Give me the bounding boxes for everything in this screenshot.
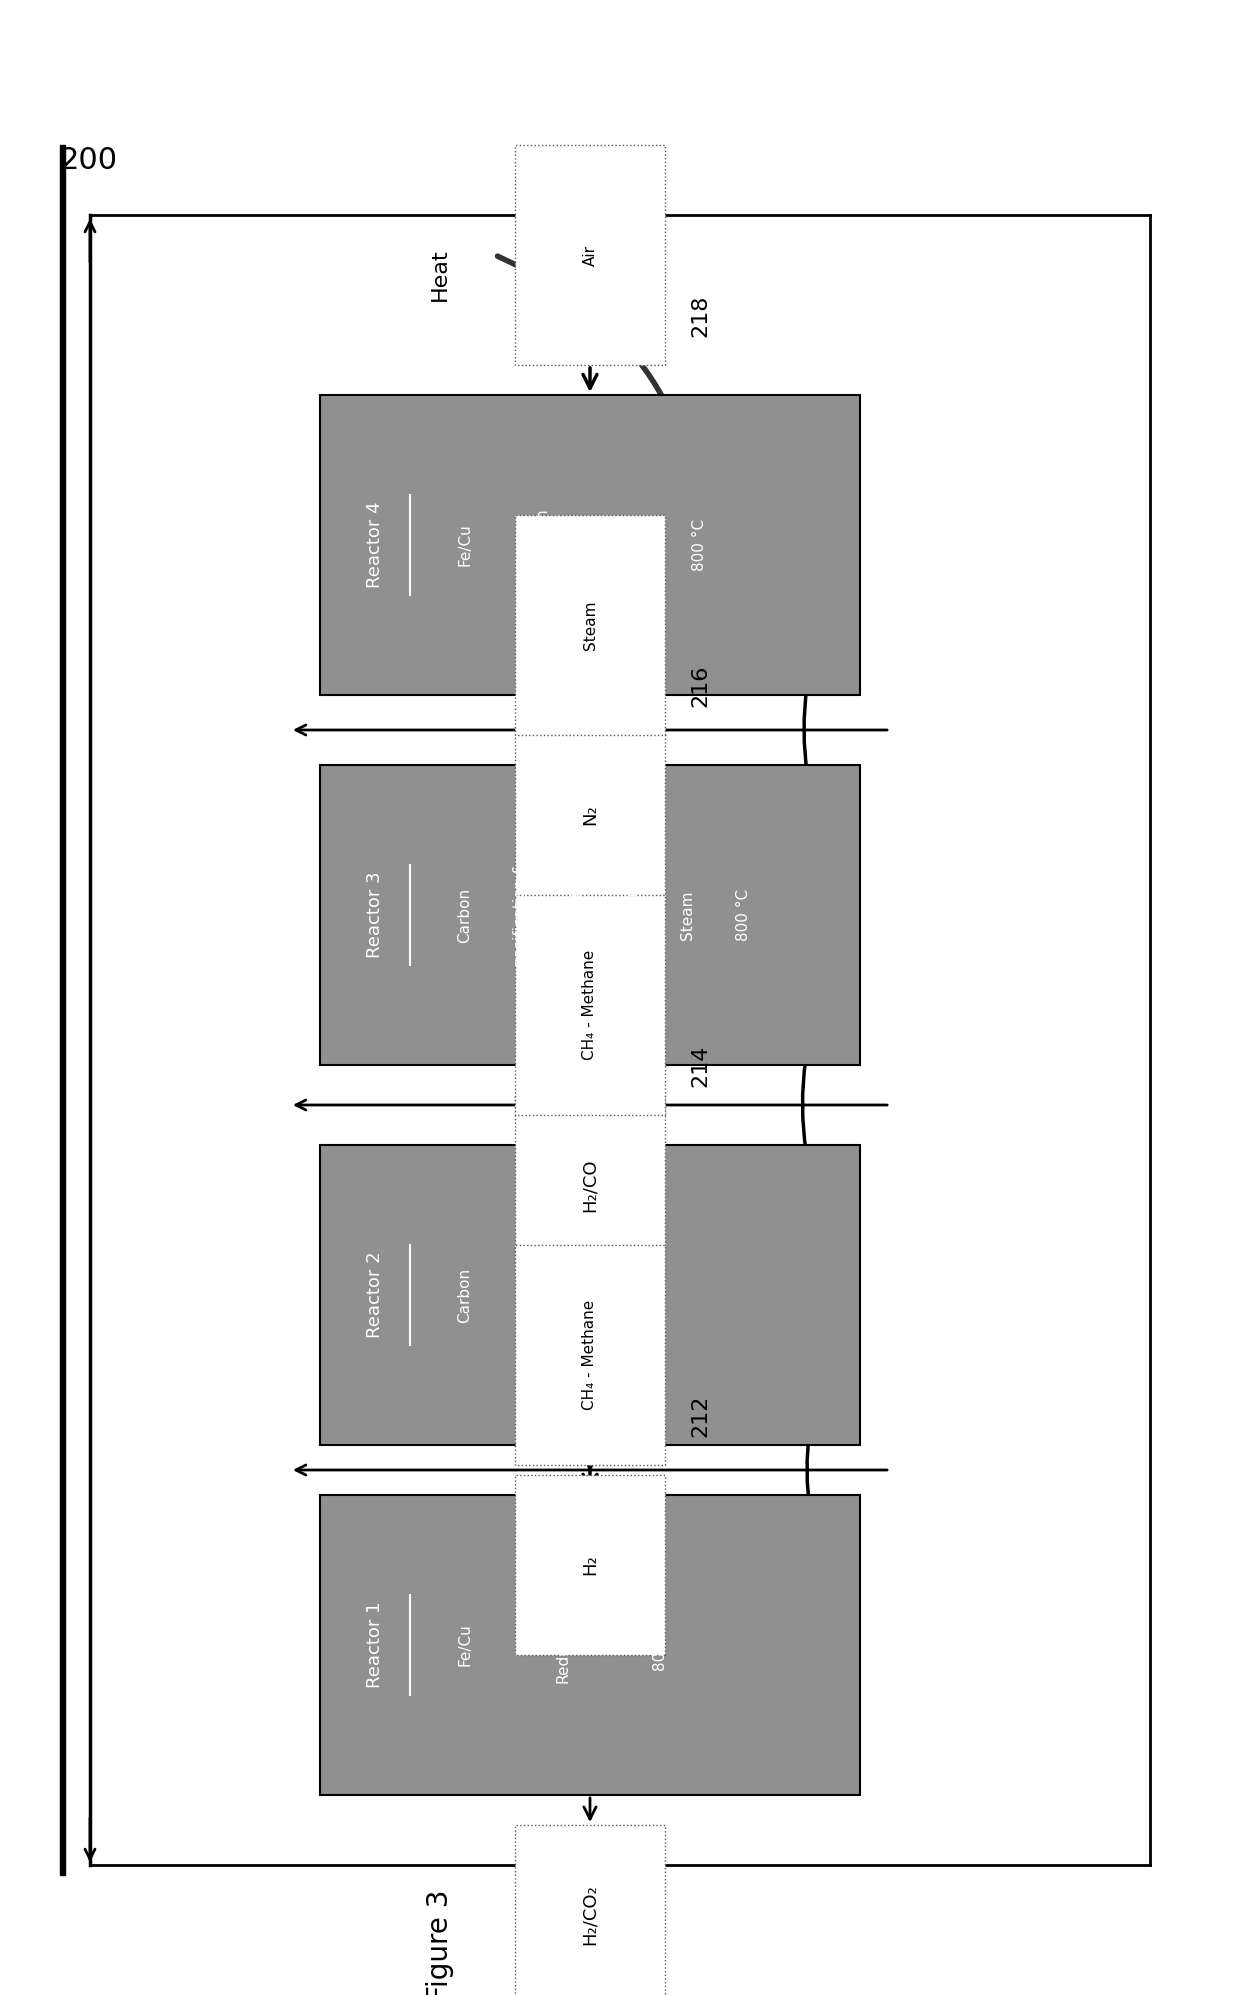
Text: gasification &: gasification & bbox=[513, 862, 528, 968]
Text: Fe/Cu: Fe/Cu bbox=[458, 1624, 472, 1666]
Text: 800 °C: 800 °C bbox=[692, 519, 707, 571]
Text: H₂/CO₂: H₂/CO₂ bbox=[582, 1885, 599, 1945]
Text: 800 °C: 800 °C bbox=[652, 1618, 667, 1672]
Text: Heat: Heat bbox=[430, 249, 450, 301]
Text: partial Fe/Cu: partial Fe/Cu bbox=[569, 866, 584, 964]
Text: 216: 216 bbox=[689, 664, 711, 708]
Text: H₂: H₂ bbox=[582, 1554, 599, 1576]
Text: Air: Air bbox=[583, 245, 598, 265]
Text: Oxidation via: Oxidation via bbox=[625, 864, 640, 966]
Text: H₂/CO: H₂/CO bbox=[582, 1159, 599, 1211]
Text: Steam: Steam bbox=[583, 600, 598, 650]
Text: 214: 214 bbox=[689, 1045, 711, 1087]
Text: CH₄ - Methane: CH₄ - Methane bbox=[583, 950, 598, 1059]
Text: 800 °C: 800 °C bbox=[652, 1269, 667, 1321]
Text: 218: 218 bbox=[689, 295, 711, 337]
Text: Reduction: Reduction bbox=[556, 1606, 570, 1684]
Text: Carbon: Carbon bbox=[458, 888, 472, 942]
Text: Reactor 1: Reactor 1 bbox=[366, 1602, 384, 1688]
Text: Carbon: Carbon bbox=[458, 1267, 472, 1323]
Text: Reactor 3: Reactor 3 bbox=[366, 872, 384, 958]
Text: Oxidation: Oxidation bbox=[536, 509, 551, 583]
Text: Steam: Steam bbox=[681, 890, 696, 940]
Text: 800 °C: 800 °C bbox=[737, 890, 751, 942]
Text: Reactor 4: Reactor 4 bbox=[366, 501, 384, 589]
Text: Reactor 2: Reactor 2 bbox=[366, 1251, 384, 1339]
Text: via Air: via Air bbox=[614, 521, 629, 569]
Text: N₂: N₂ bbox=[582, 804, 599, 826]
Text: Fe/Cu: Fe/Cu bbox=[458, 523, 472, 567]
Text: CH₄ - Methane: CH₄ - Methane bbox=[583, 1301, 598, 1410]
Text: 212: 212 bbox=[689, 1395, 711, 1436]
Text: Formation: Formation bbox=[556, 1257, 570, 1333]
Text: 200: 200 bbox=[60, 146, 118, 176]
Text: Figure 3: Figure 3 bbox=[427, 1889, 454, 1995]
